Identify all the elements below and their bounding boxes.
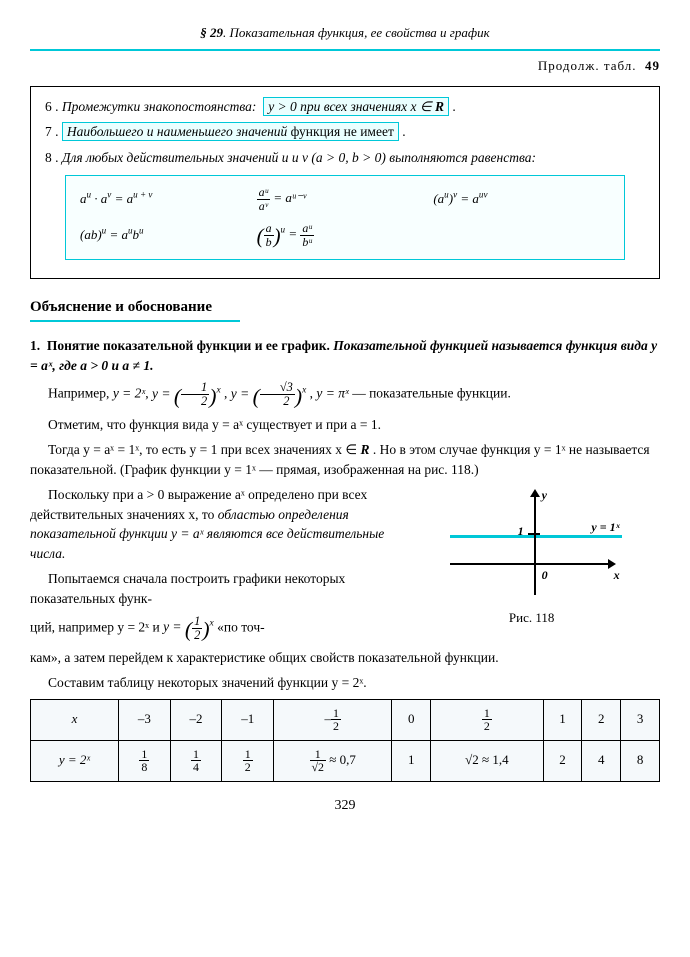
cell: 0: [392, 699, 431, 740]
row-header-x: x: [31, 699, 119, 740]
cell: 1√2 ≈ 0,7: [274, 740, 392, 781]
cell: 4: [582, 740, 621, 781]
cell: –12: [274, 699, 392, 740]
cell: 1: [392, 740, 431, 781]
formula-4: (ab)u = aubu: [80, 226, 257, 245]
formula-5: (ab)u = aᵘbᵘ: [257, 222, 434, 248]
figure-118: y x 0 1 y = 1ˣ: [442, 485, 622, 605]
item-7: 7 . Наибольшего и наименьшего значений ф…: [45, 122, 645, 142]
formula-2: aᵘaᵛ = aᵘ⁻ᵛ: [257, 186, 434, 212]
domain-para: Поскольку при a > 0 выражение aˣ определ…: [30, 485, 389, 563]
item-6: 6 . Промежутки знакопостоянства: y > 0 п…: [45, 97, 645, 117]
running-header: § 29. Показательная функция, ее свойства…: [30, 20, 660, 49]
values-table: x –3 –2 –1 –12 0 12 1 2 3 y = 2ˣ 18 14 1…: [30, 699, 660, 782]
table-row: x –3 –2 –1 –12 0 12 1 2 3: [31, 699, 660, 740]
highlight-6: y > 0 при всех значениях x ∈ R: [263, 97, 449, 116]
cell: 18: [118, 740, 170, 781]
properties-box: 6 . Промежутки знакопостоянства: y > 0 п…: [30, 86, 660, 279]
formula-1: au · av = au + v: [80, 190, 257, 209]
formulas-panel: au · av = au + v aᵘaᵛ = aᵘ⁻ᵛ (au)v = auv…: [65, 175, 625, 259]
table-row: y = 2ˣ 18 14 12 1√2 ≈ 0,7 1 √2 ≈ 1,4 2 4…: [31, 740, 660, 781]
compose-para: Составим таблицу некоторых значений функ…: [30, 673, 660, 693]
origin-label: 0: [542, 567, 548, 584]
cell: –3: [118, 699, 170, 740]
definition-para: 1. Понятие показательной функции и ее гр…: [30, 336, 660, 375]
build-para-1: Попытаемся сначала построить графики нек…: [30, 569, 389, 608]
section-rule: [30, 320, 240, 322]
cell: 12: [222, 740, 274, 781]
x-label: x: [614, 567, 620, 584]
cell: 14: [170, 740, 222, 781]
item-8: 8 . Для любых действительных значений u …: [45, 148, 645, 168]
note-1: Отметим, что функция вида y = aˣ существ…: [30, 415, 660, 435]
build-para-2: ций, например y = 2ˣ и y = (12)x «по точ…: [30, 615, 389, 642]
row-header-y: y = 2ˣ: [31, 740, 119, 781]
highlight-7: Наибольшего и наименьшего значений функц…: [62, 122, 399, 141]
cell: √2 ≈ 1,4: [431, 740, 543, 781]
fn-label: y = 1ˣ: [591, 519, 619, 536]
text-figure-row: Поскольку при a > 0 выражение aˣ определ…: [30, 485, 660, 647]
examples-line: Например, y = 2ˣ, y = (12)x , y = (√32)x…: [30, 381, 660, 408]
cell: –2: [170, 699, 222, 740]
x-axis: [450, 563, 614, 565]
cell: 2: [582, 699, 621, 740]
after-para: кам», а затем перейдем к характеристике …: [30, 648, 660, 668]
page-number: 329: [30, 796, 660, 816]
section-heading: Объяснение и обоснование: [30, 297, 660, 319]
formula-3: (au)v = auv: [433, 190, 610, 209]
cell: 12: [431, 699, 543, 740]
y-label: y: [542, 487, 547, 504]
cell: 3: [621, 699, 660, 740]
y-axis: [534, 491, 536, 595]
cell: 1: [543, 699, 582, 740]
cell: –1: [222, 699, 274, 740]
header-rule: [30, 49, 660, 51]
cell: 2: [543, 740, 582, 781]
cell: 8: [621, 740, 660, 781]
tick-1: [528, 533, 540, 535]
tick-label-1: 1: [518, 523, 524, 540]
figure-caption: Рис. 118: [403, 609, 660, 628]
note-2: Тогда y = aˣ = 1ˣ, то есть y = 1 при все…: [30, 440, 660, 479]
continuation-label: Продолж. табл. 49: [30, 57, 660, 76]
